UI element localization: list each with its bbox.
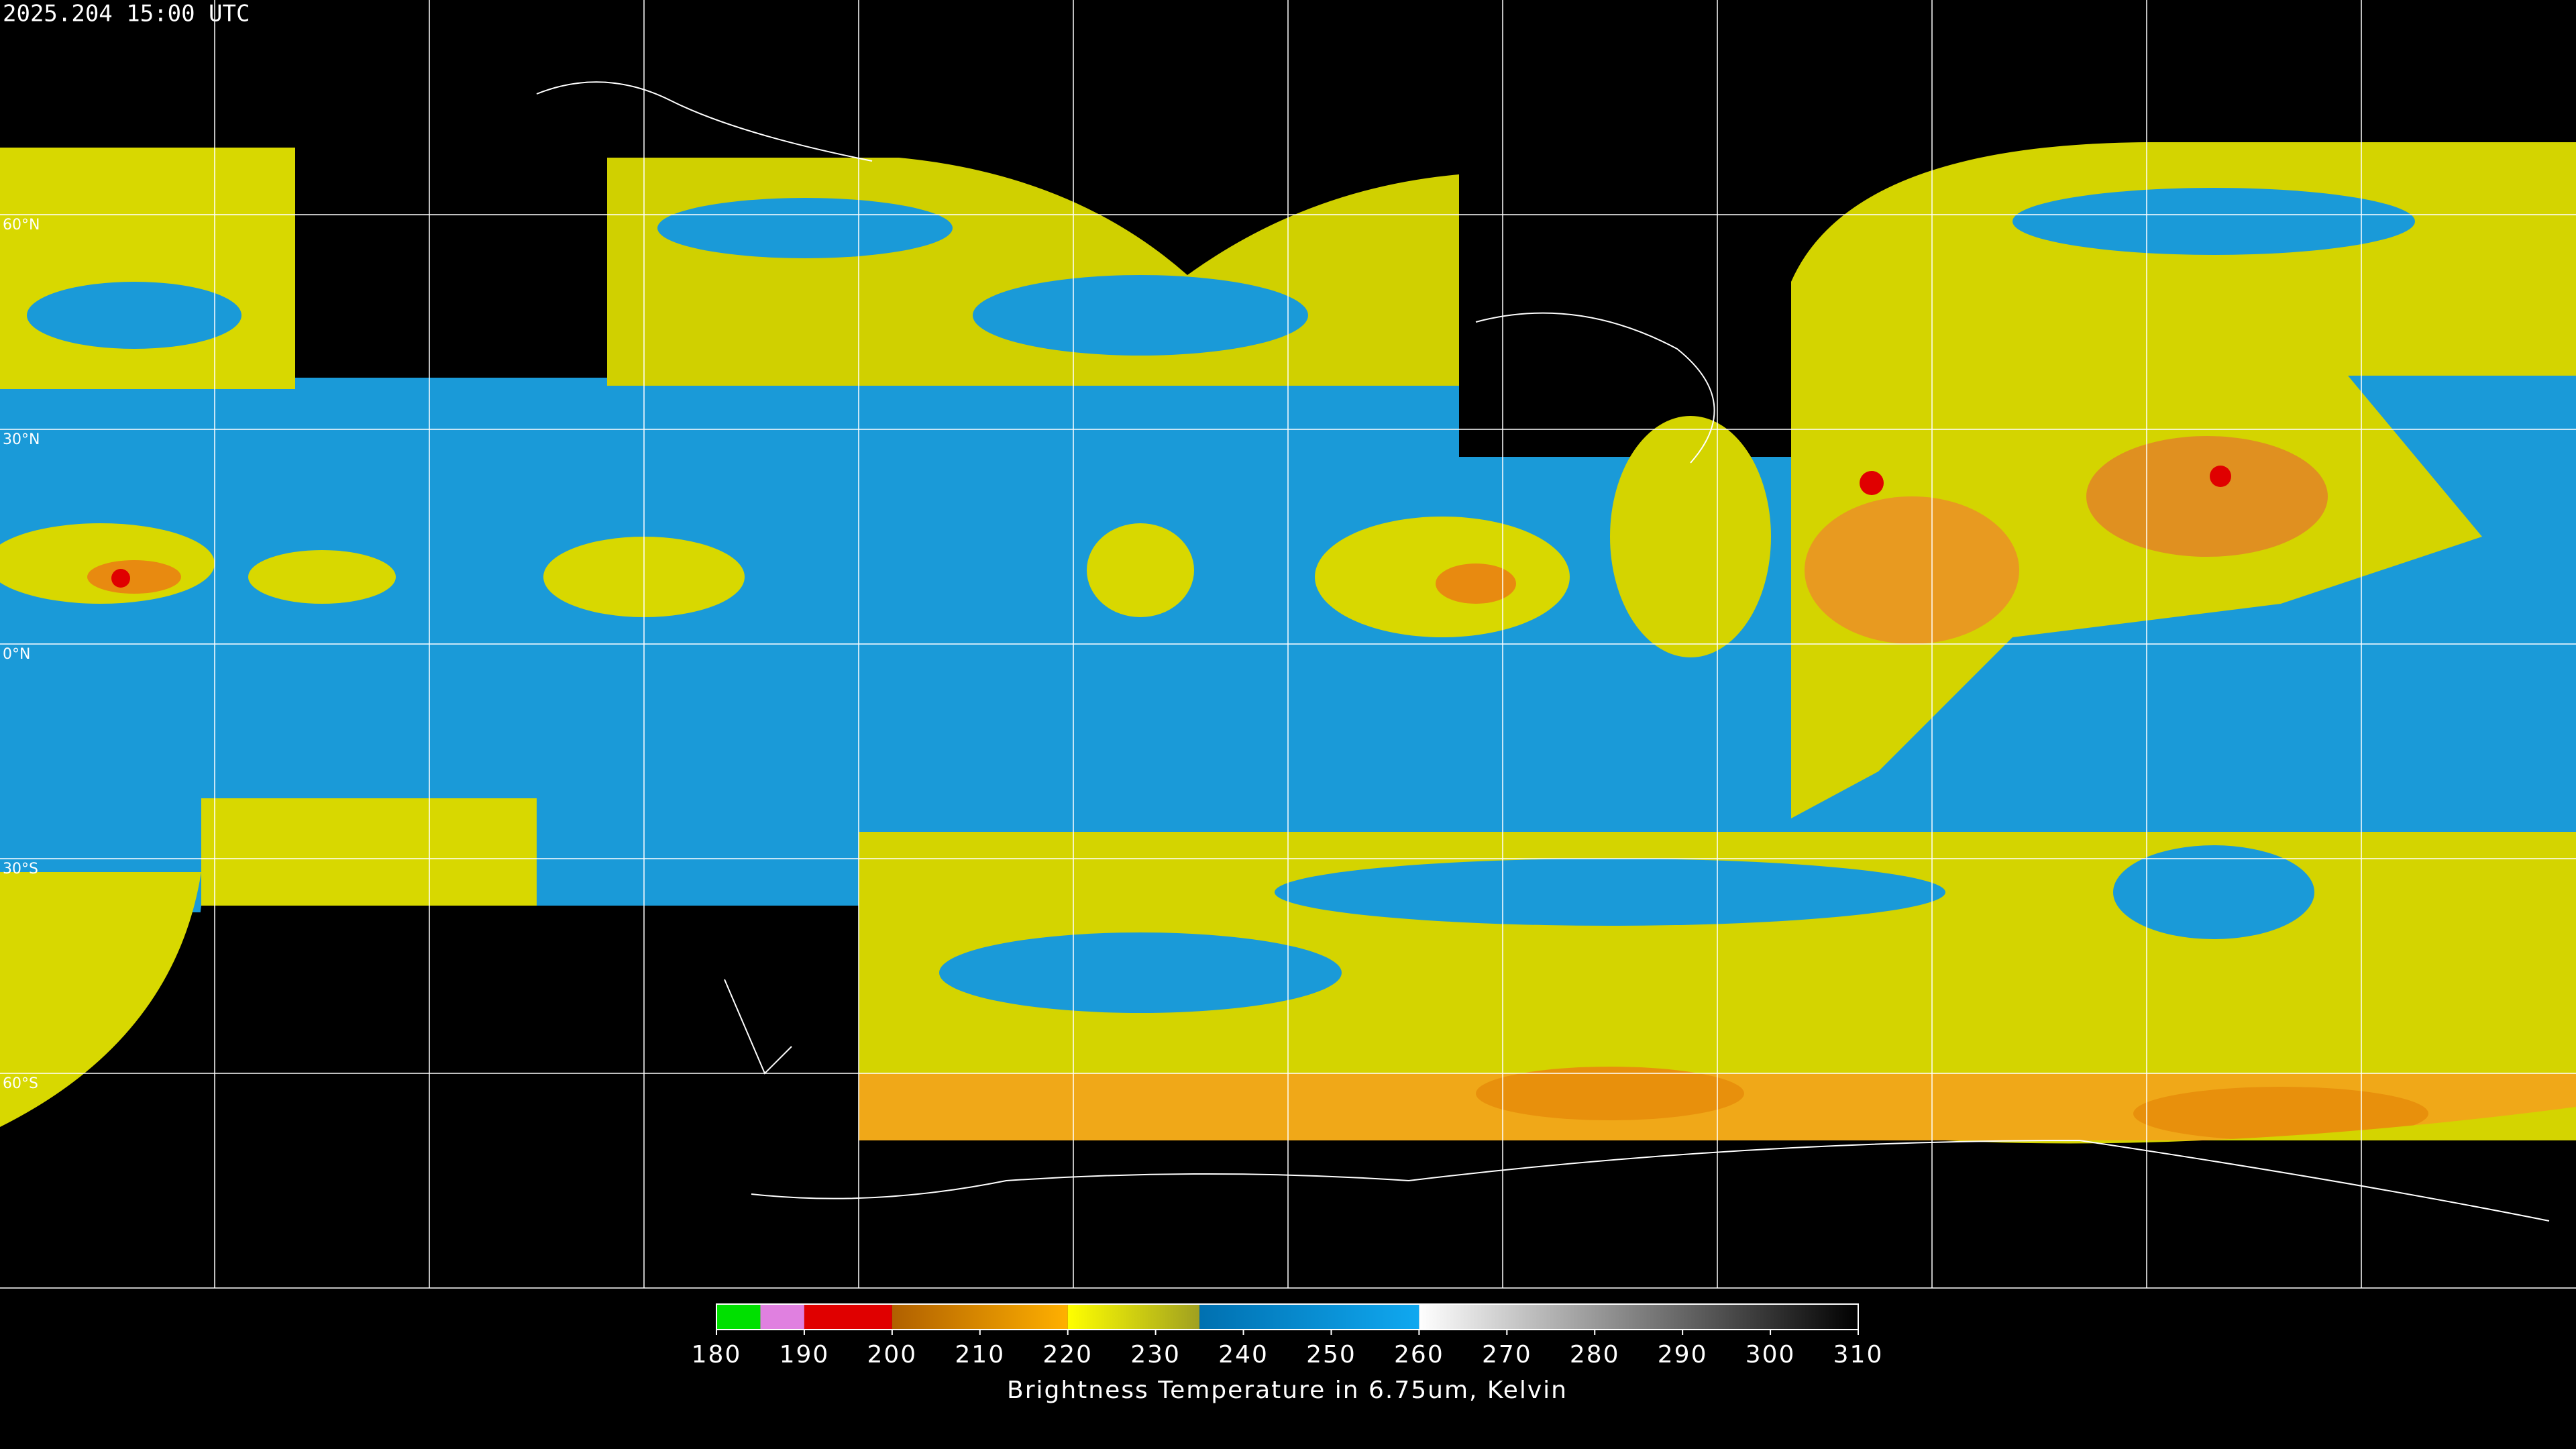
coastlines [536, 81, 2550, 1222]
colorbar-tick-label: 180 [692, 1341, 742, 1368]
sector-asia [1791, 142, 2576, 376]
dry-swirl [973, 275, 1308, 356]
sector-north-pacific [0, 148, 295, 389]
dry-swirl [2113, 845, 2314, 939]
colorbar-tick-label: 220 [1042, 1341, 1093, 1368]
convection [1436, 564, 1516, 604]
colorbar-tick-label: 300 [1746, 1341, 1796, 1368]
no-data [295, 148, 607, 378]
colorbar-tick-label: 230 [1130, 1341, 1181, 1368]
dry-swirl [657, 198, 953, 258]
latitude-label: 0°N [3, 646, 30, 663]
no-data [899, 141, 1459, 275]
convection [1610, 416, 1771, 657]
no-data [1459, 140, 1791, 457]
cold-tops [1476, 1067, 1744, 1120]
colorbar-segment [716, 1304, 761, 1330]
colorbar-tick-label: 280 [1570, 1341, 1620, 1368]
convection [2086, 436, 2328, 557]
sector-south [1945, 1107, 2576, 1144]
monsoon [1805, 496, 2019, 644]
dry-swirl [1275, 859, 1945, 926]
colorbar-segment [1419, 1304, 1858, 1330]
colorbar-tick-label: 310 [1833, 1341, 1884, 1368]
colorbar-tick-label: 260 [1394, 1341, 1444, 1368]
latitude-label: 60°N [3, 217, 40, 233]
convection [248, 550, 396, 604]
colorbar-segment [1067, 1304, 1200, 1330]
convection [87, 560, 181, 594]
colorbar-segment [892, 1304, 1068, 1330]
colorbar-tick-label: 290 [1658, 1341, 1708, 1368]
latitude-label: 60°S [3, 1075, 38, 1092]
colorbar-tick-label: 270 [1482, 1341, 1532, 1368]
dry-swirl [27, 282, 241, 349]
colorbar-segment [760, 1304, 804, 1330]
colorbar: 180 190 200 210 220 230 240 250 260 270 280 290 300 3… [692, 1303, 1884, 1368]
colorbar-segment [1199, 1304, 1419, 1330]
colorbar-tick-label: 250 [1306, 1341, 1356, 1368]
no-data [0, 906, 771, 1288]
colorbar-tick-label: 210 [955, 1341, 1005, 1368]
latitude-label: 30°S [3, 861, 38, 877]
colorbar-tick-label: 240 [1218, 1341, 1269, 1368]
colorbar-title: Brightness Temperature in 6.75um, Kelvin [1007, 1377, 1568, 1404]
sector-south-pacific [201, 798, 537, 906]
colorbar-tick-label: 200 [867, 1341, 917, 1368]
convection [1087, 523, 1194, 617]
colorbar-frame [716, 1303, 1859, 1330]
sector-south-pacific [0, 872, 201, 1127]
colorbar-segment [804, 1304, 892, 1330]
convection-core [2210, 466, 2231, 487]
dry-swirl [2012, 188, 2415, 255]
graticule: 60°N 30°N 0°N 30°S 60°S [0, 0, 2576, 1289]
latitude-label: 30°N [3, 431, 40, 448]
dry-swirl [939, 932, 1342, 1013]
cold-tops [2133, 1087, 2428, 1140]
convection-core [111, 569, 130, 588]
timestamp: 2025.204 15:00 UTC [3, 1, 250, 28]
colorbar-tick-label: 190 [780, 1341, 830, 1368]
convection-core [1860, 471, 1884, 495]
